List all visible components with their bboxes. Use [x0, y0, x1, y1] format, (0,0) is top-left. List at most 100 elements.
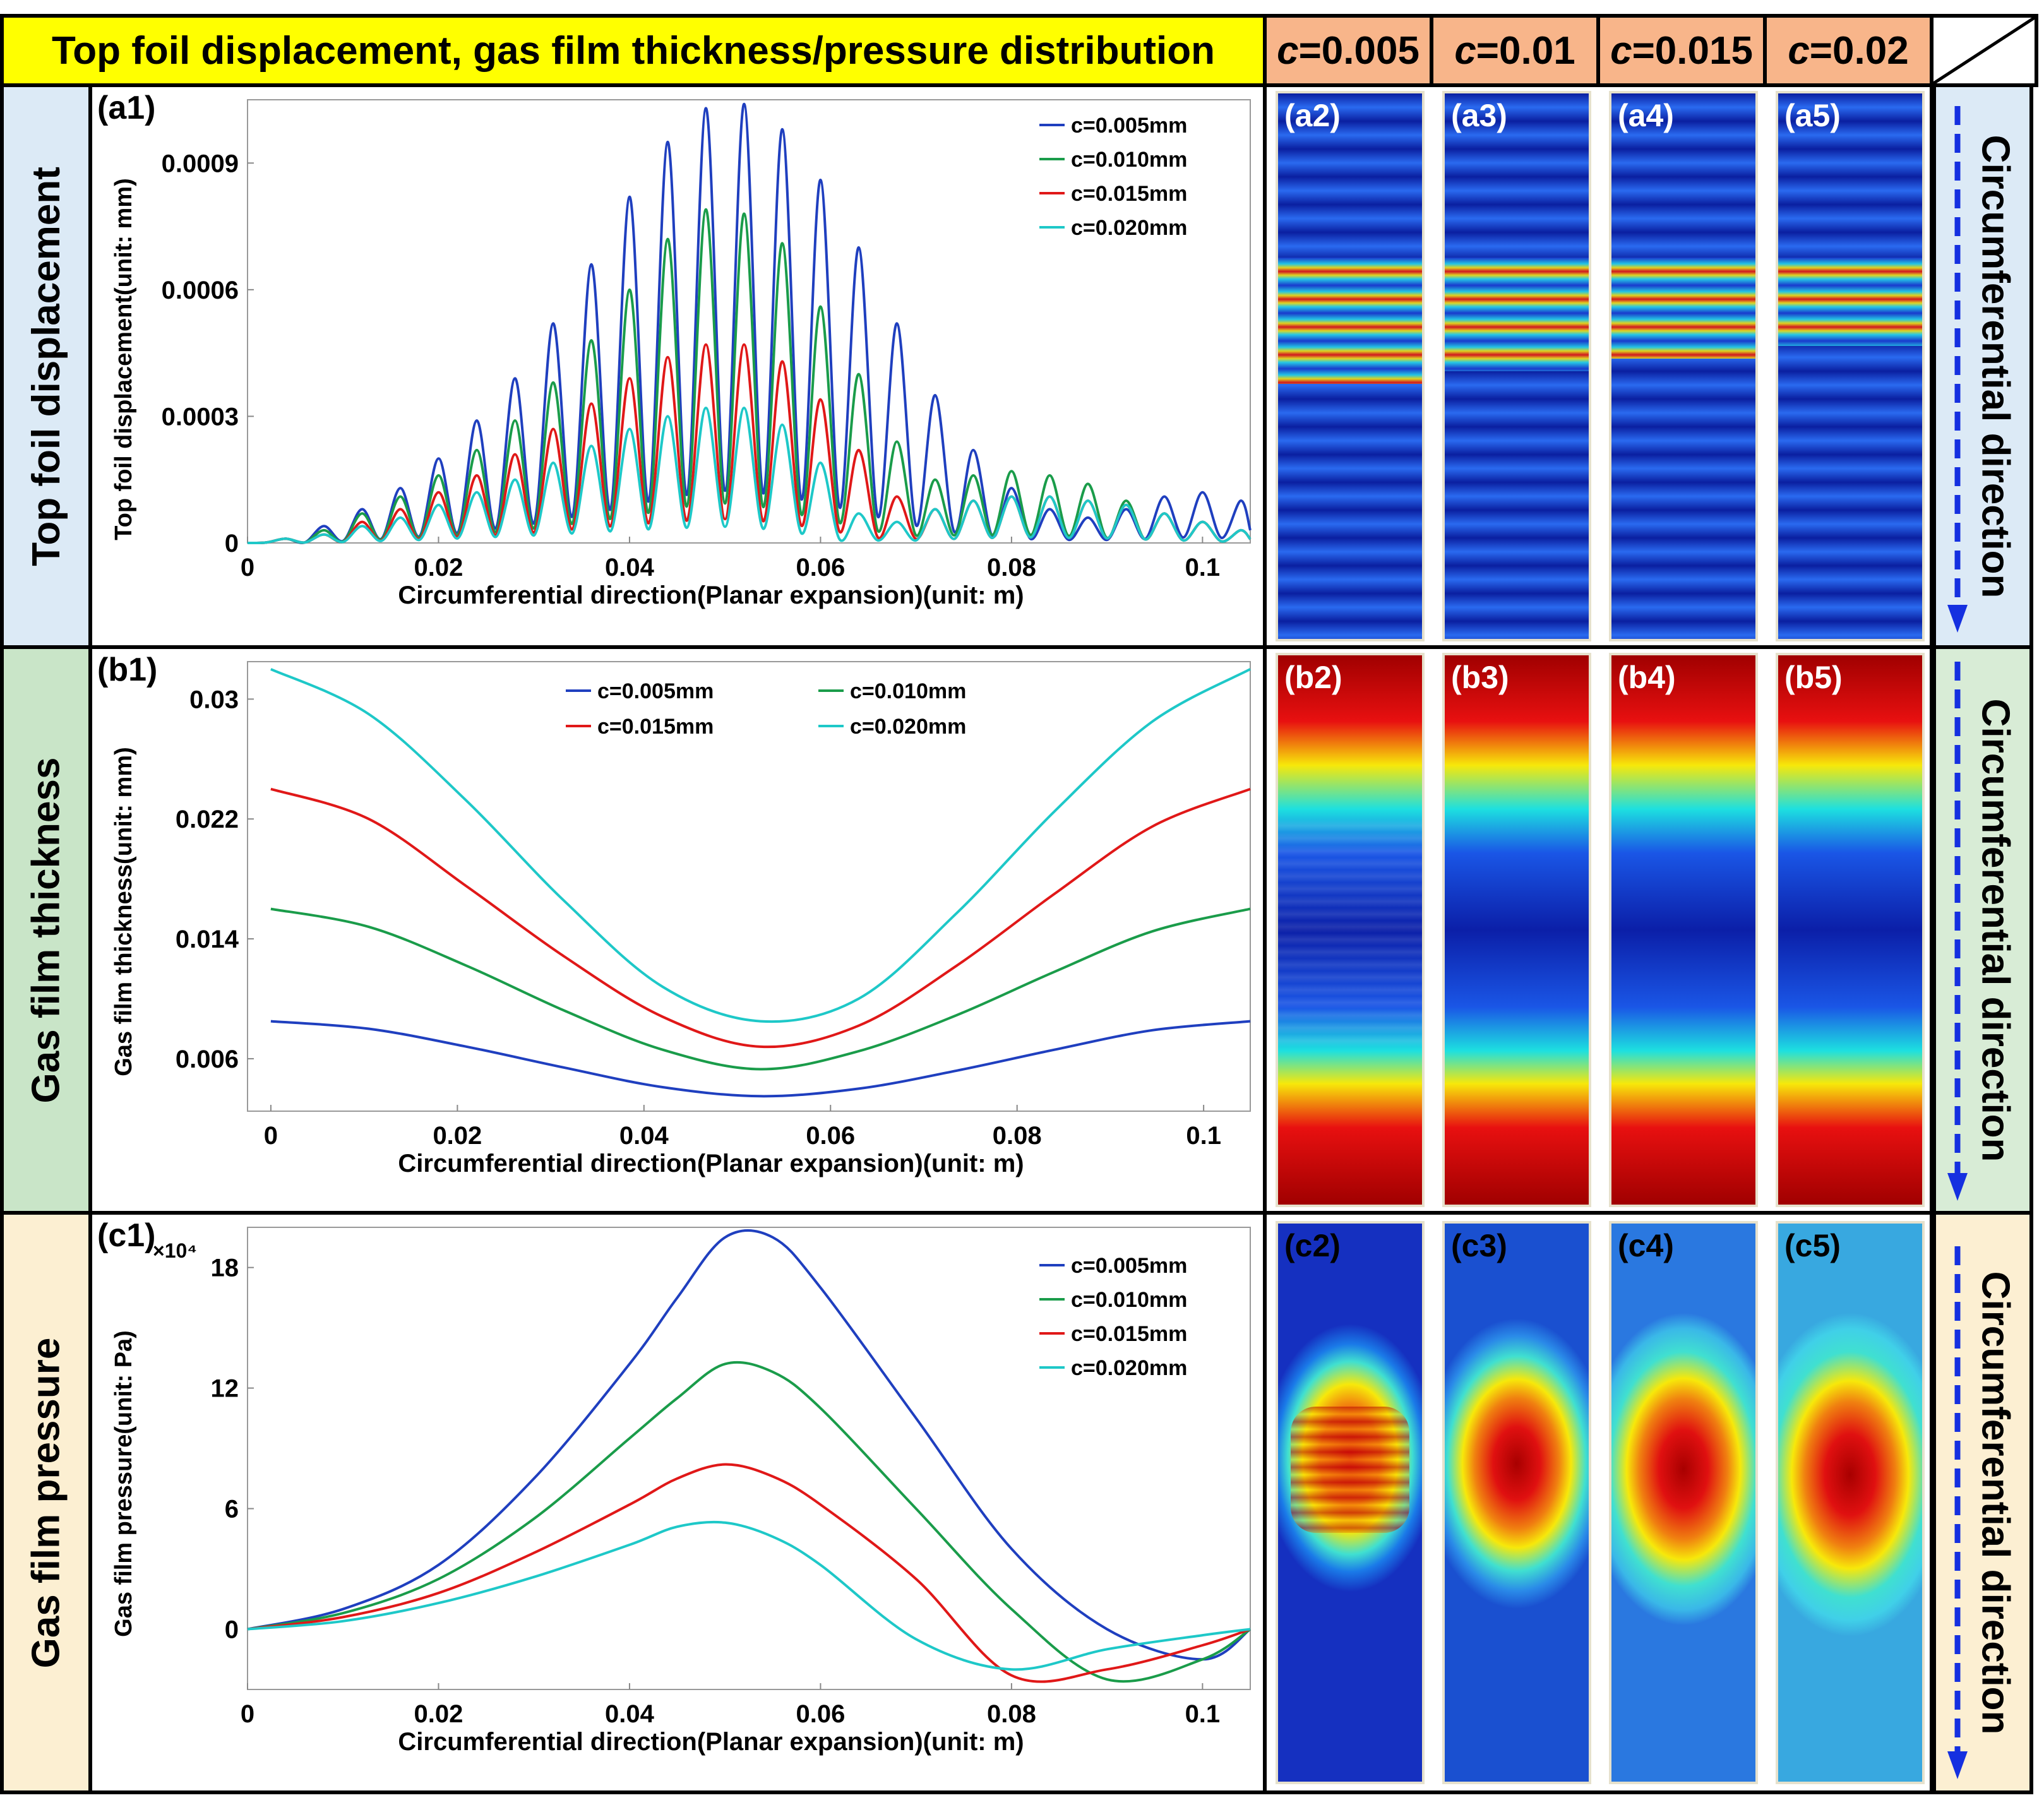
heatmap-band — [1611, 258, 1755, 359]
heatmap-cell-c: (c2) (c3) (c4) (c5) — [1263, 1211, 1933, 1794]
x-tick-label: 0.1 — [1185, 1700, 1221, 1728]
heatmap-a3: (a3) — [1442, 91, 1591, 641]
chart-b1: 0 0.02 0.04 0.06 0.08 0.1 0.006 0.014 0.022 0.03 C… — [97, 652, 1251, 1177]
x-tick-label: 0.06 — [806, 1122, 855, 1150]
y-tick-label: 0.0009 — [162, 150, 239, 177]
legend-label: c=0.010mm — [850, 679, 966, 703]
series-line — [270, 787, 1251, 1049]
legend-label: c=0.005mm — [1071, 1254, 1187, 1278]
y-tick-label: 0.006 — [176, 1045, 239, 1073]
y-axis-label: Top foil displacement(unit: mm) — [111, 178, 137, 540]
case-var: c — [1788, 28, 1810, 73]
chart-c1: 0 0.02 0.04 0.06 0.08 0.1 0 6 12 18 Circumferentia… — [97, 1217, 1252, 1756]
legend-label: c=0.020mm — [1071, 1356, 1187, 1380]
x-tick-label: 0.04 — [605, 1700, 655, 1728]
direction-cell-a: Circumferential direction — [1932, 83, 2033, 649]
y-tick-label: 0 — [225, 530, 239, 557]
heatmap-label: (a4) — [1618, 98, 1674, 133]
heatmap-label: (a3) — [1451, 98, 1507, 133]
row-label-text: Gas film pressure — [24, 1337, 68, 1668]
y-tick-label: 0.022 — [176, 806, 239, 833]
series-line — [247, 1463, 1251, 1683]
y-tick-label: 18 — [211, 1254, 239, 1282]
row-label-thickness: Gas film thickness — [0, 645, 92, 1215]
panel-label: (c1) — [97, 1217, 155, 1254]
y-tick-label: 12 — [211, 1375, 239, 1403]
x-tick-label: 0.04 — [619, 1122, 669, 1150]
direction-label: Circumferential direction — [1973, 1271, 2017, 1734]
x-tick-label: 0 — [241, 554, 254, 581]
legend-label: c=0.015mm — [1071, 182, 1187, 206]
plot-frame — [247, 661, 1251, 1112]
case-value: =0.01 — [1476, 28, 1575, 73]
series-line — [247, 1520, 1251, 1671]
legend-label: c=0.020mm — [850, 715, 966, 739]
x-tick-label: 0.06 — [796, 554, 845, 581]
y-tick-label: 0.0006 — [162, 277, 239, 304]
x-axis-label: Circumferential direction(Planar expansi… — [398, 1728, 1024, 1756]
figure-title: Top foil displacement, gas film thicknes… — [0, 14, 1267, 87]
series-line — [247, 1361, 1252, 1683]
heatmap-label: (a5) — [1784, 98, 1841, 133]
case-var: c — [1454, 28, 1476, 73]
heatmap-label: (a2) — [1284, 98, 1341, 133]
heatmap-label: (c4) — [1618, 1228, 1674, 1263]
row-label-text: Top foil displacement — [24, 166, 68, 566]
heatmap-cell-a: (a2) (a3) (a4) (a5) — [1263, 83, 1933, 649]
legend-label: c=0.005mm — [597, 679, 714, 703]
legend-label: c=0.015mm — [597, 715, 714, 739]
x-tick-label: 0 — [264, 1122, 278, 1150]
y-tick-label: 0.014 — [176, 926, 239, 953]
heatmap-label: (c5) — [1784, 1228, 1841, 1263]
heatmap-a4: (a4) — [1609, 91, 1758, 641]
heatmap-label: (b5) — [1784, 660, 1843, 695]
plot-frame — [247, 99, 1251, 544]
heatmap-label: (c3) — [1451, 1228, 1507, 1263]
case-value: =0.005 — [1298, 28, 1419, 73]
heatmap-b4: (b4) — [1609, 653, 1758, 1207]
y-tick-label: 6 — [225, 1496, 239, 1523]
series-line — [270, 1020, 1251, 1098]
x-tick-label: 0.08 — [987, 1700, 1036, 1728]
case-header-4: c =0.02 — [1763, 14, 1933, 87]
heatmap-c2: (c2) — [1276, 1221, 1425, 1784]
heatmap-cell-b: (b2) (b3) (b4) (b5) — [1263, 645, 1933, 1215]
legend-label: c=0.010mm — [1071, 1288, 1187, 1312]
panel-label: (b1) — [97, 652, 157, 688]
x-tick-label: 0.02 — [414, 1700, 463, 1728]
direction-label: Circumferential direction — [1973, 698, 2017, 1162]
heatmap-c3: (c3) — [1442, 1221, 1591, 1784]
x-tick-label: 0.1 — [1186, 1122, 1221, 1150]
heatmap-b5: (b5) — [1776, 653, 1925, 1207]
heatmap-band — [1291, 1407, 1409, 1533]
heatmap-label: (b4) — [1618, 660, 1676, 695]
direction-label: Circumferential direction — [1973, 134, 2017, 598]
case-value: =0.015 — [1632, 28, 1753, 73]
series-line — [247, 1229, 1252, 1661]
x-axis-label: Circumferential direction(Planar expansi… — [398, 581, 1024, 609]
x-tick-label: 0.02 — [433, 1122, 482, 1150]
x-tick-label: 0.08 — [993, 1122, 1042, 1150]
x-tick-label: 0 — [241, 1700, 254, 1728]
chart-cell-c1: 0 0.02 0.04 0.06 0.08 0.1 0 6 12 18 Circumferentia… — [88, 1211, 1267, 1794]
row-label-displacement: Top foil displacement — [0, 83, 92, 649]
heatmap-label: (b2) — [1284, 660, 1342, 695]
arrow-down-icon — [1947, 106, 1968, 633]
y-tick-label: 0.0003 — [162, 403, 239, 431]
case-header-2: c =0.01 — [1430, 14, 1600, 87]
heatmap-b3: (b3) — [1442, 653, 1591, 1207]
y-axis-label: Gas film thickness(unit: mm) — [111, 747, 137, 1076]
chart-a1: 0 0.02 0.04 0.06 0.08 0.1 0 0.0003 0.0006 0.0009 C… — [97, 90, 1252, 609]
chart-cell-b1: 0 0.02 0.04 0.06 0.08 0.1 0.006 0.014 0.022 0.03 C… — [88, 645, 1267, 1215]
series-line — [247, 343, 1252, 544]
case-value: =0.02 — [1809, 28, 1909, 73]
x-axis-label: Circumferential direction(Planar expansi… — [398, 1150, 1024, 1177]
x-tick-label: 0.08 — [987, 554, 1036, 581]
legend-label: c=0.015mm — [1071, 1322, 1187, 1346]
x-tick-label: 0.02 — [414, 554, 463, 581]
row-label-pressure: Gas film pressure — [0, 1211, 92, 1794]
series-line — [247, 208, 1252, 544]
panel-label: (a1) — [97, 90, 155, 126]
x-tick-label: 0.06 — [796, 1700, 845, 1728]
series-line — [270, 907, 1251, 1071]
